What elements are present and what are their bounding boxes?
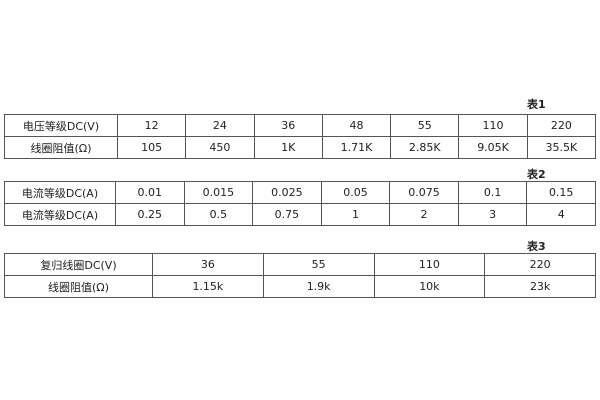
table-cell: 10k (373, 275, 486, 298)
table-cell: 36 (152, 253, 264, 276)
table-cell: 0.15 (526, 181, 596, 204)
table1-caption: 表1 (527, 98, 546, 111)
row-header-cell: 线圈阻值(Ω) (4, 275, 153, 298)
table1-voltage-resistance: 电压等级DC(V) 12 24 36 48 55 110 220 线圈阻值(Ω) 105 450 1K… (4, 114, 597, 159)
table-cell: 0.015 (183, 181, 254, 204)
table-cell: 0.1 (457, 181, 528, 204)
table-cell: 220 (484, 253, 596, 276)
table-cell: 0.025 (252, 181, 322, 204)
table-cell: 48 (321, 114, 392, 137)
table-cell: 9.05K (458, 136, 528, 159)
table-row: 电流等级DC(A) 0.25 0.5 0.75 1 2 3 4 (4, 203, 596, 226)
table2-current-levels: 电流等级DC(A) 0.01 0.015 0.025 0.05 0.075 0.1 0.15 电… (4, 181, 596, 226)
table-cell: 1.15k (152, 275, 264, 298)
table2-caption: 表2 (527, 168, 546, 181)
row-header-cell: 复归线圈DC(V) (4, 253, 153, 276)
table-row: 线圈阻值(Ω) 1.15k 1.9k 10k 23k (4, 275, 596, 298)
row-header-cell: 电流等级DC(A) (4, 181, 116, 204)
table-cell: 0.05 (320, 181, 391, 204)
table-cell: 35.5K (526, 136, 597, 159)
table-cell: 110 (373, 253, 486, 276)
table-cell: 105 (116, 136, 187, 159)
table-cell: 55 (390, 114, 460, 137)
table-cell: 3 (457, 203, 528, 226)
row-header-cell: 电压等级DC(V) (4, 114, 118, 137)
table-cell: 36 (253, 114, 323, 137)
table-cell: 2.85K (390, 136, 460, 159)
table-row: 电压等级DC(V) 12 24 36 48 55 110 220 (4, 114, 597, 137)
table-cell: 1.71K (321, 136, 392, 159)
table-row: 电流等级DC(A) 0.01 0.015 0.025 0.05 0.075 0.1 0.15 (4, 181, 596, 204)
table-cell: 2 (389, 203, 459, 226)
table3-reset-coil: 复归线圈DC(V) 36 55 110 220 线圈阻值(Ω) 1.15k 1.9k 10k 23… (4, 253, 596, 298)
table-cell: 24 (185, 114, 255, 137)
table3-caption: 表3 (527, 240, 546, 253)
table-cell: 1 (320, 203, 391, 226)
table-cell: 23k (484, 275, 596, 298)
table-cell: 110 (458, 114, 528, 137)
table-cell: 4 (526, 203, 596, 226)
table-row: 复归线圈DC(V) 36 55 110 220 (4, 253, 596, 276)
table-cell: 0.25 (115, 203, 185, 226)
table-cell: 450 (185, 136, 255, 159)
table-cell: 0.075 (389, 181, 459, 204)
table-cell: 0.01 (115, 181, 185, 204)
table-row: 线圈阻值(Ω) 105 450 1K 1.71K 2.85K 9.05K 35.5K (4, 136, 597, 159)
table-cell: 12 (116, 114, 187, 137)
row-header-cell: 线圈阻值(Ω) (4, 136, 118, 159)
table-cell: 1K (253, 136, 323, 159)
table-cell: 55 (262, 253, 375, 276)
table-cell: 0.5 (183, 203, 254, 226)
row-header-cell: 电流等级DC(A) (4, 203, 116, 226)
table-cell: 1.9k (262, 275, 375, 298)
table-cell: 0.75 (252, 203, 322, 226)
table-cell: 220 (526, 114, 597, 137)
